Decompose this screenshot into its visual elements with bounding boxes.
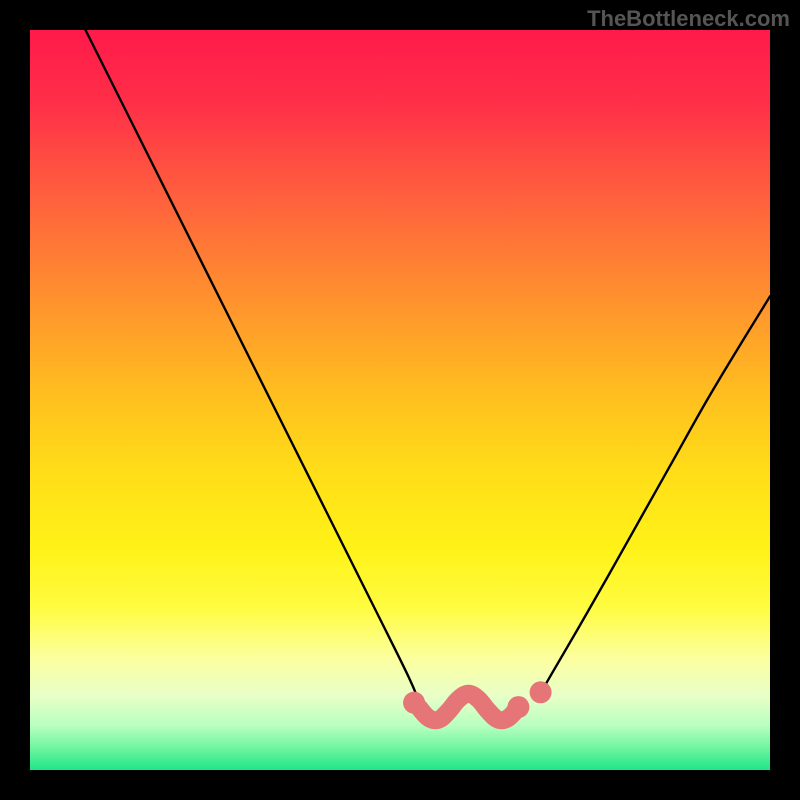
chart-canvas: TheBottleneck.com	[0, 0, 800, 800]
plot-area	[30, 30, 770, 770]
squiggle-dot-right	[530, 681, 552, 703]
plot-svg	[30, 30, 770, 770]
squiggle-cap-left	[403, 692, 425, 714]
squiggle-cap-right	[507, 696, 529, 718]
watermark-text: TheBottleneck.com	[587, 6, 790, 32]
